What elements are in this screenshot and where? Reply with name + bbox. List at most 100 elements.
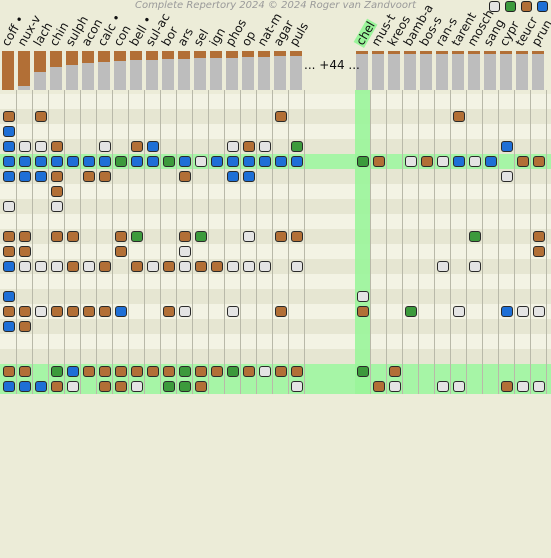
grade-cell[interactable] xyxy=(83,366,95,377)
grade-cell[interactable] xyxy=(275,306,287,317)
grade-cell[interactable] xyxy=(83,156,95,167)
grade-cell[interactable] xyxy=(275,156,287,167)
grade-cell[interactable] xyxy=(19,306,31,317)
grade-cell[interactable] xyxy=(389,366,401,377)
grade-cell[interactable] xyxy=(453,381,465,392)
grade-cell[interactable] xyxy=(163,366,175,377)
grade-cell[interactable] xyxy=(99,261,111,272)
grade-cell[interactable] xyxy=(131,366,143,377)
grade-cell[interactable] xyxy=(179,231,191,242)
grade-cell[interactable] xyxy=(99,306,111,317)
grade-cell[interactable] xyxy=(35,156,47,167)
grade-cell[interactable] xyxy=(227,171,239,182)
grade-cell[interactable] xyxy=(227,156,239,167)
grade-cell[interactable] xyxy=(51,261,63,272)
filter-brown-button[interactable] xyxy=(521,1,532,12)
grade-cell[interactable] xyxy=(115,366,127,377)
grade-cell[interactable] xyxy=(51,366,63,377)
grade-cell[interactable] xyxy=(469,261,481,272)
grade-cell[interactable] xyxy=(357,156,369,167)
more-remedies-label[interactable]: ... +44 ... xyxy=(304,58,360,72)
grade-cell[interactable] xyxy=(3,141,15,152)
symptom-row[interactable] xyxy=(0,94,551,109)
grade-cell[interactable] xyxy=(67,306,79,317)
grade-cell[interactable] xyxy=(501,381,513,392)
grade-cell[interactable] xyxy=(453,111,465,122)
grade-cell[interactable] xyxy=(67,261,79,272)
grade-cell[interactable] xyxy=(437,381,449,392)
grade-cell[interactable] xyxy=(35,381,47,392)
grade-cell[interactable] xyxy=(389,381,401,392)
grade-cell[interactable] xyxy=(3,126,15,137)
grade-cell[interactable] xyxy=(291,156,303,167)
grade-cell[interactable] xyxy=(437,156,449,167)
grade-cell[interactable] xyxy=(51,186,63,197)
grade-cell[interactable] xyxy=(275,231,287,242)
grade-cell[interactable] xyxy=(3,111,15,122)
grade-cell[interactable] xyxy=(163,381,175,392)
grade-cell[interactable] xyxy=(195,156,207,167)
grade-cell[interactable] xyxy=(147,366,159,377)
grade-cell[interactable] xyxy=(51,381,63,392)
grade-cell[interactable] xyxy=(83,306,95,317)
grade-cell[interactable] xyxy=(453,306,465,317)
grade-cell[interactable] xyxy=(19,321,31,332)
symptom-row[interactable] xyxy=(0,199,551,214)
grade-cell[interactable] xyxy=(533,246,545,257)
grade-cell[interactable] xyxy=(163,306,175,317)
grade-cell[interactable] xyxy=(211,366,223,377)
symptom-row[interactable] xyxy=(0,124,551,139)
grade-cell[interactable] xyxy=(35,171,47,182)
symptom-row[interactable] xyxy=(0,319,551,334)
grade-cell[interactable] xyxy=(19,261,31,272)
grade-cell[interactable] xyxy=(3,156,15,167)
grade-cell[interactable] xyxy=(3,171,15,182)
grade-cell[interactable] xyxy=(67,381,79,392)
grade-cell[interactable] xyxy=(405,306,417,317)
grade-cell[interactable] xyxy=(437,261,449,272)
grade-cell[interactable] xyxy=(179,306,191,317)
grade-cell[interactable] xyxy=(19,156,31,167)
grade-cell[interactable] xyxy=(19,171,31,182)
grade-cell[interactable] xyxy=(357,306,369,317)
grade-cell[interactable] xyxy=(533,156,545,167)
grade-cell[interactable] xyxy=(115,231,127,242)
grade-cell[interactable] xyxy=(275,366,287,377)
grade-cell[interactable] xyxy=(469,156,481,167)
grade-cell[interactable] xyxy=(195,366,207,377)
grade-cell[interactable] xyxy=(3,201,15,212)
grade-cell[interactable] xyxy=(211,156,223,167)
grade-cell[interactable] xyxy=(179,381,191,392)
grade-cell[interactable] xyxy=(259,156,271,167)
grade-cell[interactable] xyxy=(373,156,385,167)
grade-cell[interactable] xyxy=(179,261,191,272)
grade-cell[interactable] xyxy=(3,306,15,317)
grade-cell[interactable] xyxy=(243,366,255,377)
grade-cell[interactable] xyxy=(131,231,143,242)
symptom-row[interactable] xyxy=(0,184,551,199)
grade-cell[interactable] xyxy=(51,156,63,167)
symptom-row[interactable] xyxy=(0,274,551,289)
grade-cell[interactable] xyxy=(291,231,303,242)
grade-cell[interactable] xyxy=(35,111,47,122)
grade-cell[interactable] xyxy=(83,261,95,272)
grade-cell[interactable] xyxy=(67,366,79,377)
grade-cell[interactable] xyxy=(405,156,417,167)
grade-cell[interactable] xyxy=(275,111,287,122)
grade-cell[interactable] xyxy=(243,156,255,167)
grade-cell[interactable] xyxy=(99,366,111,377)
grade-cell[interactable] xyxy=(357,366,369,377)
grade-cell[interactable] xyxy=(147,141,159,152)
symptom-row[interactable] xyxy=(0,139,551,154)
grade-cell[interactable] xyxy=(115,381,127,392)
grade-cell[interactable] xyxy=(469,231,481,242)
filter-blue-button[interactable] xyxy=(537,1,548,12)
symptom-row[interactable] xyxy=(0,379,551,394)
grade-cell[interactable] xyxy=(99,171,111,182)
grade-cell[interactable] xyxy=(243,261,255,272)
grade-cell[interactable] xyxy=(131,141,143,152)
grade-cell[interactable] xyxy=(179,246,191,257)
grade-cell[interactable] xyxy=(19,231,31,242)
grade-cell[interactable] xyxy=(291,366,303,377)
grade-cell[interactable] xyxy=(163,156,175,167)
